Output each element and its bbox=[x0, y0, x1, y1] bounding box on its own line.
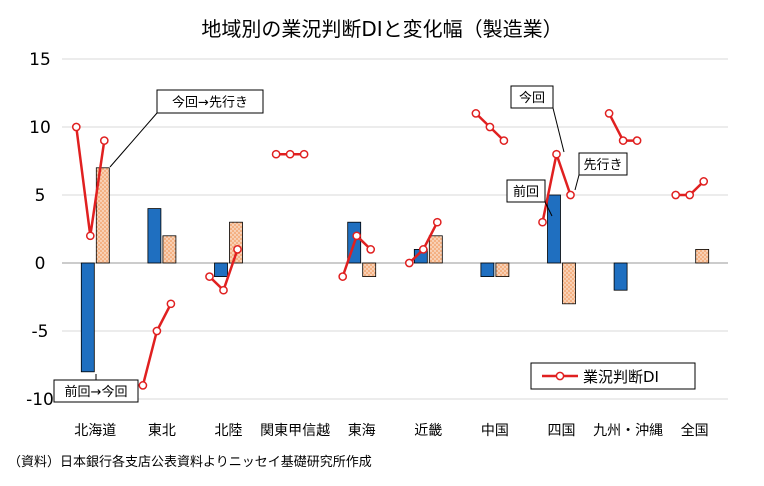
di-change-bar bbox=[480, 262, 495, 278]
y-tick-label: -5 bbox=[32, 322, 49, 342]
y-tick-label: 15 bbox=[29, 50, 51, 70]
chart-title: 地域別の業況判断DIと変化幅（製造業） bbox=[201, 17, 562, 41]
annotation-now-to-next-label: 今回→先行き bbox=[172, 95, 248, 111]
y-tick-label: 10 bbox=[29, 118, 51, 138]
di-point bbox=[205, 272, 214, 281]
annotation-now-leader bbox=[552, 107, 565, 153]
legend: 業況判断DI bbox=[530, 362, 696, 390]
di-point bbox=[366, 245, 376, 254]
di-point bbox=[138, 381, 148, 390]
di-change-bar bbox=[613, 262, 628, 291]
x-tick-label: 中国 bbox=[481, 423, 509, 439]
x-tick-label: 近畿 bbox=[414, 423, 442, 439]
x-tick-label: 全国 bbox=[681, 422, 709, 439]
di-point bbox=[632, 136, 642, 145]
legend-label: 業況判断DI bbox=[583, 368, 659, 386]
di-point bbox=[152, 326, 162, 336]
outlook-change-bar bbox=[162, 235, 177, 264]
di-point bbox=[499, 136, 509, 145]
di-change-bar bbox=[147, 208, 162, 264]
di-point bbox=[85, 231, 95, 241]
outlook-change-bar bbox=[428, 235, 443, 264]
di-change-bar bbox=[547, 194, 561, 264]
di-point bbox=[685, 190, 695, 200]
di-point bbox=[352, 231, 362, 241]
di-point bbox=[285, 149, 295, 159]
annotation-next-leader bbox=[574, 174, 580, 191]
x-tick-label: 北海道 bbox=[74, 423, 116, 439]
legend-marker bbox=[555, 371, 565, 381]
annotation-now-to-next-leader bbox=[109, 112, 158, 168]
x-tick-label: 東北 bbox=[148, 423, 176, 439]
di-point bbox=[338, 272, 348, 281]
outlook-change-bar bbox=[562, 262, 576, 305]
annotation-now-label: 今回 bbox=[519, 90, 545, 106]
annotation-next-box bbox=[578, 152, 628, 176]
annotation-next-label: 先行き bbox=[583, 158, 622, 173]
di-point bbox=[71, 122, 81, 132]
di-point bbox=[552, 149, 561, 159]
di-change-bar bbox=[214, 262, 228, 278]
annotation-prev-to-now-box bbox=[53, 379, 139, 403]
di-point bbox=[219, 285, 228, 295]
outlook-change-bar bbox=[362, 262, 377, 278]
x-tick-label: 北陸 bbox=[215, 423, 243, 439]
di-point bbox=[485, 122, 495, 132]
di-point bbox=[618, 136, 628, 145]
di-point bbox=[166, 299, 176, 309]
di-point bbox=[299, 149, 309, 159]
annotation-prev-leader bbox=[544, 201, 553, 217]
axes: 15 10 5 0 -5 -10 北海道 東北 北陸 関東甲信越 東海 近畿 中国 四国 九州・沖縄 全国 （資… bbox=[8, 50, 709, 470]
y-tick-label: -10 bbox=[26, 390, 54, 410]
annotation-prev-label: 前回 bbox=[513, 184, 539, 200]
di-point bbox=[233, 245, 242, 254]
di-point bbox=[418, 245, 428, 254]
di-point bbox=[566, 190, 575, 200]
x-tick-label: 東海 bbox=[348, 423, 376, 439]
di-point bbox=[671, 190, 681, 200]
di-change-bar bbox=[80, 262, 95, 373]
di-point bbox=[604, 109, 614, 118]
x-tick-label: 九州・沖縄 bbox=[593, 423, 663, 439]
bars bbox=[80, 167, 710, 373]
annotation-now-to-next-box bbox=[156, 89, 264, 114]
x-tick-label: 四国 bbox=[548, 423, 576, 439]
x-tick-label: 関東甲信越 bbox=[260, 423, 330, 439]
outlook-change-bar bbox=[695, 248, 710, 264]
di-point bbox=[99, 136, 109, 145]
di-point bbox=[538, 217, 547, 227]
annotation-prev-to-now-label: 前回→今回 bbox=[65, 384, 128, 400]
di-lines bbox=[71, 109, 709, 390]
outlook-change-bar bbox=[95, 167, 110, 264]
di-point bbox=[699, 177, 709, 186]
di-point bbox=[271, 149, 281, 159]
annotation-now-box bbox=[510, 85, 554, 109]
outlook-change-bar bbox=[495, 262, 510, 278]
source-note: （資料）日本銀行各支店公表資料よりニッセイ基礎研究所作成 bbox=[8, 454, 372, 470]
y-tick-label: 5 bbox=[35, 186, 46, 206]
di-point bbox=[432, 217, 442, 227]
annotation-prev-box bbox=[506, 179, 546, 203]
di-point bbox=[404, 258, 414, 268]
y-tick-label: 0 bbox=[35, 254, 46, 274]
di-line bbox=[141, 303, 173, 386]
di-point bbox=[471, 109, 481, 118]
